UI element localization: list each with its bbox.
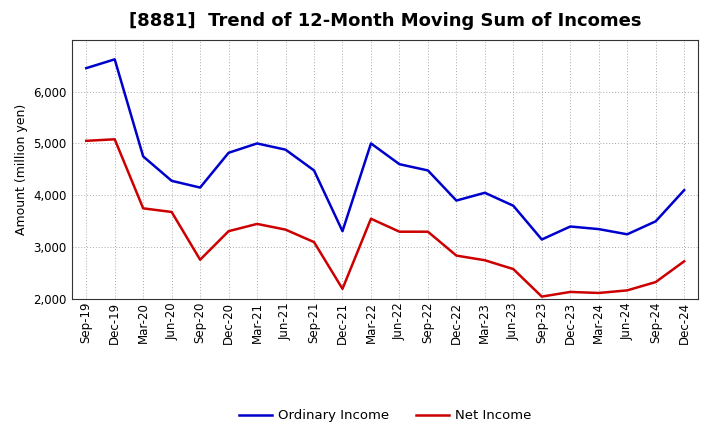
Ordinary Income bbox=[282, 147, 290, 152]
Ordinary Income bbox=[423, 168, 432, 173]
Net Income bbox=[480, 258, 489, 263]
Net Income bbox=[82, 138, 91, 143]
Y-axis label: Amount (million yen): Amount (million yen) bbox=[14, 104, 27, 235]
Net Income bbox=[310, 239, 318, 245]
Ordinary Income bbox=[196, 185, 204, 190]
Net Income bbox=[167, 209, 176, 215]
Ordinary Income bbox=[139, 154, 148, 159]
Ordinary Income bbox=[509, 203, 518, 209]
Net Income bbox=[623, 288, 631, 293]
Net Income bbox=[680, 259, 688, 264]
Net Income bbox=[196, 257, 204, 262]
Net Income bbox=[338, 286, 347, 291]
Net Income bbox=[395, 229, 404, 235]
Net Income bbox=[423, 229, 432, 235]
Ordinary Income bbox=[680, 187, 688, 193]
Ordinary Income bbox=[225, 150, 233, 155]
Net Income bbox=[110, 137, 119, 142]
Net Income bbox=[537, 294, 546, 299]
Ordinary Income bbox=[395, 161, 404, 167]
Net Income bbox=[509, 267, 518, 272]
Ordinary Income bbox=[366, 141, 375, 146]
Ordinary Income bbox=[652, 219, 660, 224]
Title: [8881]  Trend of 12-Month Moving Sum of Incomes: [8881] Trend of 12-Month Moving Sum of I… bbox=[129, 12, 642, 30]
Ordinary Income bbox=[566, 224, 575, 229]
Net Income bbox=[253, 221, 261, 227]
Ordinary Income bbox=[480, 190, 489, 195]
Net Income bbox=[139, 205, 148, 211]
Net Income bbox=[366, 216, 375, 221]
Net Income bbox=[652, 279, 660, 285]
Ordinary Income bbox=[595, 227, 603, 232]
Ordinary Income bbox=[167, 178, 176, 183]
Net Income bbox=[452, 253, 461, 258]
Net Income bbox=[282, 227, 290, 232]
Ordinary Income bbox=[338, 228, 347, 234]
Line: Net Income: Net Income bbox=[86, 139, 684, 297]
Ordinary Income bbox=[623, 231, 631, 237]
Legend: Ordinary Income, Net Income: Ordinary Income, Net Income bbox=[233, 404, 537, 428]
Line: Ordinary Income: Ordinary Income bbox=[86, 59, 684, 239]
Ordinary Income bbox=[537, 237, 546, 242]
Ordinary Income bbox=[110, 57, 119, 62]
Ordinary Income bbox=[452, 198, 461, 203]
Net Income bbox=[225, 228, 233, 234]
Net Income bbox=[595, 290, 603, 296]
Net Income bbox=[566, 289, 575, 294]
Ordinary Income bbox=[310, 168, 318, 173]
Ordinary Income bbox=[82, 66, 91, 71]
Ordinary Income bbox=[253, 141, 261, 146]
